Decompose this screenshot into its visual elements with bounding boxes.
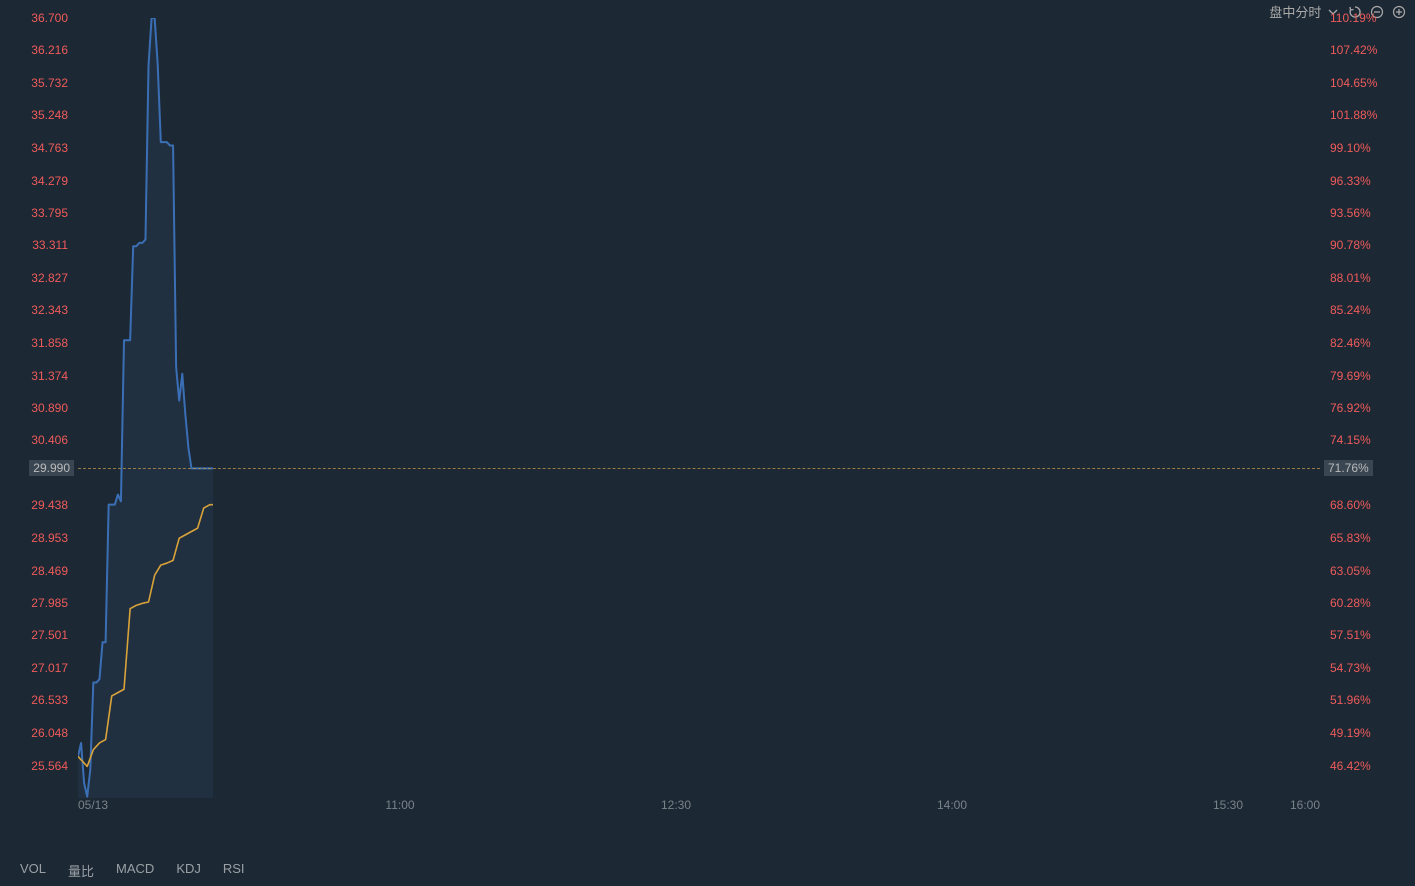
y-left-tick: 33.311: [32, 238, 68, 252]
x-tick: 12:30: [661, 798, 691, 812]
y-axis-left: 36.70036.21635.73235.24834.76334.27933.7…: [0, 18, 78, 798]
indicator-量比[interactable]: 量比: [68, 861, 94, 880]
y-right-tick: 65.83%: [1330, 531, 1371, 545]
y-right-tick: 90.78%: [1330, 238, 1371, 252]
indicator-KDJ[interactable]: KDJ: [176, 861, 201, 880]
y-left-tick: 35.248: [31, 108, 68, 122]
y-left-tick: 31.858: [31, 336, 68, 350]
chart-area: 36.70036.21635.73235.24834.76334.27933.7…: [0, 18, 1415, 838]
y-left-tick: 27.017: [31, 661, 68, 675]
x-tick: 15:30: [1213, 798, 1243, 812]
y-left-tick: 26.533: [31, 693, 68, 707]
x-tick: 16:00: [1290, 798, 1320, 812]
y-right-tick: 79.69%: [1330, 369, 1371, 383]
y-left-tick: 36.700: [31, 11, 68, 25]
y-right-tick: 101.88%: [1330, 108, 1377, 122]
y-left-tick: 26.048: [31, 726, 68, 740]
plot-region[interactable]: [78, 18, 1320, 798]
indicator-RSI[interactable]: RSI: [223, 861, 245, 880]
y-right-tick: 46.42%: [1330, 759, 1371, 773]
y-right-tick: 51.96%: [1330, 693, 1371, 707]
y-right-tick: 93.56%: [1330, 206, 1371, 220]
y-left-tick: 25.564: [31, 759, 68, 773]
y-right-tick: 54.73%: [1330, 661, 1371, 675]
indicator-VOL[interactable]: VOL: [20, 861, 46, 880]
y-right-tick: 60.28%: [1330, 596, 1371, 610]
y-right-tick: 107.42%: [1330, 43, 1377, 57]
y-left-tick: 31.374: [31, 369, 68, 383]
y-right-tick: 110.19%: [1330, 11, 1376, 25]
y-right-tick: 99.10%: [1330, 141, 1371, 155]
y-right-tick: 68.60%: [1330, 498, 1371, 512]
y-left-tick: 33.795: [31, 206, 68, 220]
x-tick: 11:00: [385, 798, 414, 812]
y-right-tick: 104.65%: [1330, 76, 1377, 90]
x-axis: 05/13 11:00 12:30 14:00 15:30 16:00: [78, 798, 1320, 820]
y-right-tick-current: 71.76%: [1324, 460, 1373, 476]
y-right-tick: 88.01%: [1330, 271, 1371, 285]
y-right-tick: 96.33%: [1330, 174, 1371, 188]
y-left-tick: 30.406: [31, 433, 68, 447]
y-left-tick: 35.732: [31, 76, 68, 90]
y-left-tick: 32.343: [31, 303, 68, 317]
y-right-tick: 74.15%: [1330, 433, 1371, 447]
x-tick: 14:00: [937, 798, 967, 812]
y-left-tick: 28.469: [31, 564, 68, 578]
y-left-tick: 34.763: [31, 141, 68, 155]
y-left-tick-current: 29.990: [29, 460, 74, 476]
y-axis-right: 110.19%107.42%104.65%101.88%99.10%96.33%…: [1320, 18, 1415, 798]
y-left-tick: 32.827: [31, 271, 68, 285]
indicator-bar: VOL 量比 MACD KDJ RSI: [20, 861, 245, 880]
y-left-tick: 34.279: [31, 174, 68, 188]
y-right-tick: 85.24%: [1330, 303, 1371, 317]
y-right-tick: 63.05%: [1330, 564, 1371, 578]
y-right-tick: 57.51%: [1330, 628, 1371, 642]
y-left-tick: 28.953: [31, 531, 68, 545]
y-right-tick: 76.92%: [1330, 401, 1371, 415]
reference-line: [78, 468, 1320, 469]
y-left-tick: 30.890: [31, 401, 68, 415]
y-right-tick: 49.19%: [1330, 726, 1371, 740]
y-left-tick: 27.985: [31, 596, 68, 610]
y-right-tick: 82.46%: [1330, 336, 1371, 350]
y-left-tick: 29.438: [31, 498, 68, 512]
x-tick: 05/13: [78, 798, 108, 812]
indicator-MACD[interactable]: MACD: [116, 861, 154, 880]
y-left-tick: 36.216: [31, 43, 68, 57]
y-left-tick: 27.501: [31, 628, 68, 642]
